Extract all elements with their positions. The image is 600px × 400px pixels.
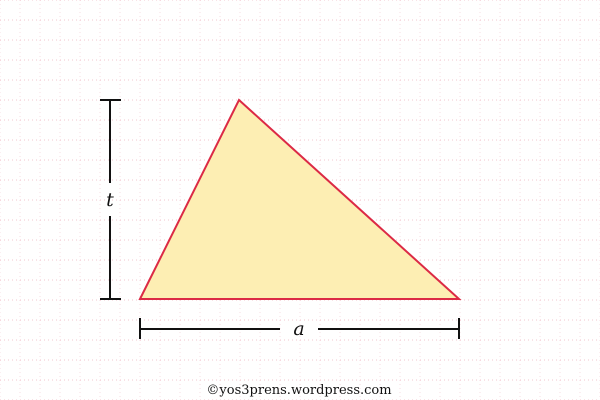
base-label: a (293, 318, 304, 340)
base-dimension: a (139, 318, 460, 340)
height-label: t (106, 189, 114, 211)
triangle-shape (138, 98, 462, 300)
credit-text: ©yos3prens.wordpress.com (206, 383, 391, 398)
height-dimension: t (100, 99, 121, 300)
